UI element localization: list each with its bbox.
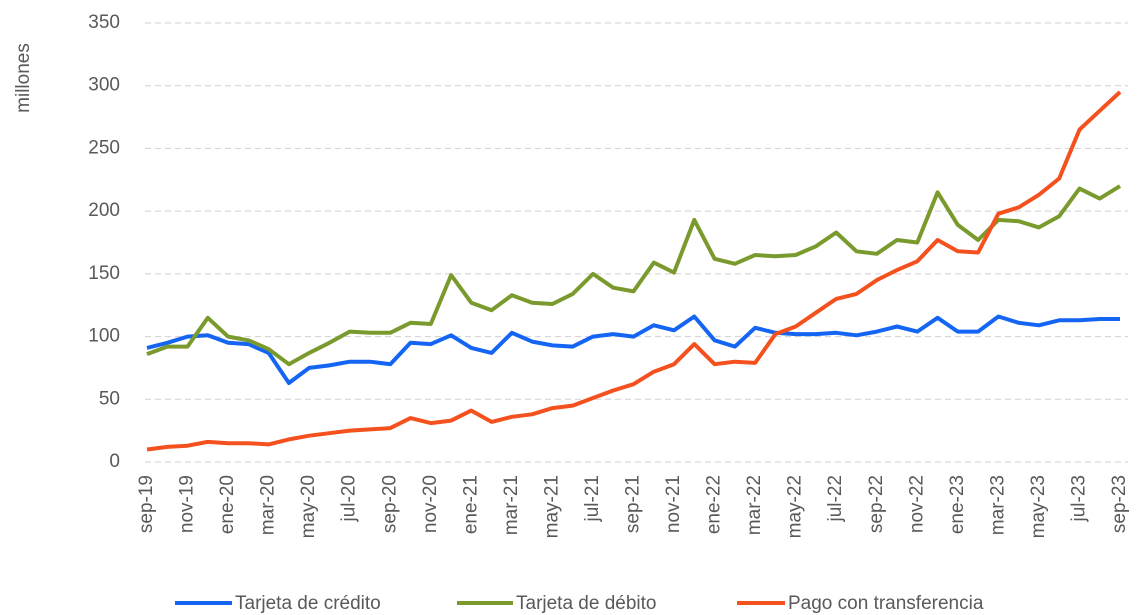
x-tick-label: jul-20 bbox=[339, 475, 360, 522]
y-tick-label: 200 bbox=[88, 200, 120, 221]
x-tick-label: ene-23 bbox=[947, 475, 968, 534]
x-tick-label: nov-21 bbox=[663, 475, 684, 533]
x-tick-label: nov-22 bbox=[906, 475, 927, 533]
x-tick-label: may-21 bbox=[541, 475, 562, 538]
x-tick-label: may-22 bbox=[785, 475, 806, 538]
legend-label: Tarjeta de crédito bbox=[235, 593, 381, 614]
legend-label: Pago con transferencia bbox=[788, 593, 984, 614]
x-tick-label: may-20 bbox=[298, 475, 319, 538]
y-tick-label: 50 bbox=[99, 388, 120, 409]
series-line bbox=[146, 184, 1122, 367]
legend-label: Tarjeta de débito bbox=[516, 593, 657, 614]
series-line bbox=[146, 90, 1122, 452]
x-tick-label: nov-20 bbox=[420, 475, 441, 533]
x-tick-label: mar-21 bbox=[501, 475, 522, 535]
x-tick-label: sep-23 bbox=[1109, 475, 1130, 533]
x-tick-label: sep-20 bbox=[379, 475, 400, 533]
x-tick-label: sep-22 bbox=[866, 475, 887, 533]
y-tick-label: 100 bbox=[88, 326, 120, 347]
y-tick-label: 250 bbox=[88, 137, 120, 158]
x-tick-label: ene-20 bbox=[217, 475, 238, 534]
x-tick-label: sep-21 bbox=[623, 475, 644, 533]
x-tick-label: may-23 bbox=[1028, 475, 1049, 538]
series-line bbox=[146, 314, 1120, 385]
x-tick-label: nov-19 bbox=[177, 475, 198, 533]
y-axis-label: millones bbox=[13, 43, 34, 113]
x-tick-label: ene-22 bbox=[704, 475, 725, 534]
x-tick-label: mar-20 bbox=[258, 475, 279, 535]
x-tick-label: jul-21 bbox=[582, 475, 603, 522]
y-tick-label: 350 bbox=[88, 12, 120, 33]
y-tick-label: 0 bbox=[109, 451, 120, 472]
x-tick-label: mar-22 bbox=[744, 475, 765, 535]
x-tick-label: sep-19 bbox=[136, 475, 157, 533]
y-tick-label: 300 bbox=[88, 75, 120, 96]
x-tick-label: jul-23 bbox=[1068, 475, 1089, 522]
x-tick-label: ene-21 bbox=[460, 475, 481, 534]
y-tick-label: 150 bbox=[88, 263, 120, 284]
x-tick-label: mar-23 bbox=[987, 475, 1008, 535]
x-tick-label: jul-22 bbox=[825, 475, 846, 522]
